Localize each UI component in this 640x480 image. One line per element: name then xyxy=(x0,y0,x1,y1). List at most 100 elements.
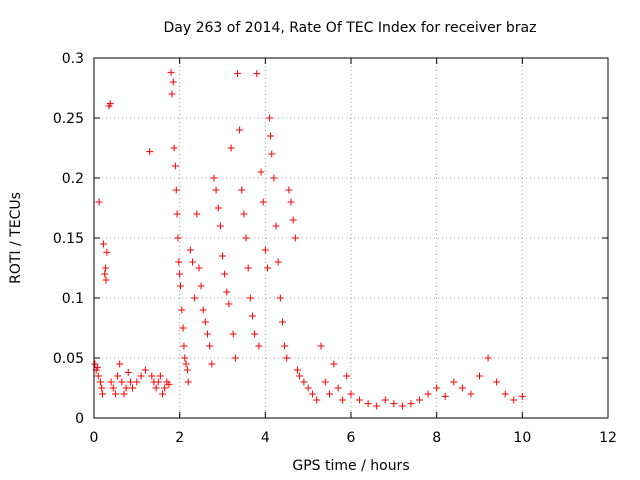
data-point xyxy=(467,390,475,398)
data-point xyxy=(300,378,308,386)
data-point xyxy=(146,148,154,156)
data-point xyxy=(441,392,449,400)
data-point xyxy=(208,360,216,368)
data-points xyxy=(91,68,526,410)
x-tick-label: 10 xyxy=(513,430,531,446)
data-point xyxy=(321,378,329,386)
data-point xyxy=(129,384,137,392)
data-point xyxy=(152,384,160,392)
data-point xyxy=(293,366,301,374)
data-point xyxy=(304,384,312,392)
data-point xyxy=(240,210,248,218)
data-point xyxy=(171,162,179,170)
data-point xyxy=(212,186,220,194)
data-point xyxy=(313,396,321,404)
data-point xyxy=(338,396,346,404)
data-point xyxy=(193,210,201,218)
y-tick-label: 0 xyxy=(75,411,84,427)
data-point xyxy=(91,360,99,368)
data-point xyxy=(111,390,119,398)
data-point xyxy=(272,222,280,230)
data-point xyxy=(103,248,111,256)
data-point xyxy=(510,396,518,404)
data-point xyxy=(206,342,214,350)
data-point xyxy=(238,186,246,194)
data-point xyxy=(274,258,282,266)
data-point xyxy=(501,390,509,398)
data-point xyxy=(257,168,265,176)
data-point xyxy=(186,246,194,254)
data-point xyxy=(259,198,267,206)
data-point xyxy=(326,390,334,398)
data-point xyxy=(176,270,184,278)
data-point xyxy=(195,264,203,272)
data-point xyxy=(180,342,188,350)
data-point xyxy=(281,342,289,350)
data-point xyxy=(94,372,102,380)
data-point xyxy=(330,360,338,368)
x-tick-label: 2 xyxy=(175,430,184,446)
data-point xyxy=(93,364,101,372)
data-point xyxy=(266,114,274,122)
data-point xyxy=(233,70,241,78)
data-point xyxy=(493,378,501,386)
data-point xyxy=(178,306,186,314)
data-point xyxy=(126,378,134,386)
data-point xyxy=(407,400,415,408)
data-point xyxy=(109,384,117,392)
data-point xyxy=(458,384,466,392)
data-point xyxy=(285,186,293,194)
data-point xyxy=(175,258,183,266)
axis-ticks: 0 2 4 6 8 10 12 0 0.05 0.1 0.15 0.2 0.25 0.3 xyxy=(53,51,617,446)
data-point xyxy=(173,210,181,218)
data-point xyxy=(261,246,269,254)
data-point xyxy=(116,360,124,368)
y-tick-label: 0.15 xyxy=(53,231,84,247)
data-point xyxy=(201,318,209,326)
data-point xyxy=(289,216,297,224)
data-point xyxy=(148,372,156,380)
data-point xyxy=(347,390,355,398)
y-tick-label: 0.25 xyxy=(53,111,84,127)
data-point xyxy=(141,366,149,374)
data-point xyxy=(255,342,263,350)
data-point xyxy=(244,264,252,272)
data-point xyxy=(219,252,226,260)
data-point xyxy=(291,234,299,242)
data-point xyxy=(120,390,128,398)
data-point xyxy=(278,318,286,326)
data-point xyxy=(106,100,114,108)
data-point xyxy=(317,342,325,350)
data-point xyxy=(95,198,103,206)
data-point xyxy=(210,174,218,182)
data-point xyxy=(276,294,284,302)
data-point xyxy=(450,378,458,386)
data-point xyxy=(204,330,212,338)
data-point xyxy=(214,204,222,212)
data-point xyxy=(283,354,291,362)
x-tick-label: 4 xyxy=(261,430,270,446)
data-point xyxy=(137,372,145,380)
data-point xyxy=(251,330,259,338)
data-point xyxy=(433,384,441,392)
data-point xyxy=(364,400,372,408)
data-point xyxy=(268,150,276,158)
data-point xyxy=(334,384,342,392)
data-point xyxy=(122,384,130,392)
data-point xyxy=(102,276,110,284)
data-point xyxy=(167,68,175,76)
data-point xyxy=(216,222,224,230)
data-point xyxy=(270,174,278,182)
data-point xyxy=(189,258,197,266)
data-point xyxy=(133,378,141,386)
data-point xyxy=(172,186,180,194)
data-point xyxy=(484,354,492,362)
data-point xyxy=(424,390,432,398)
data-point xyxy=(107,378,115,386)
data-point xyxy=(170,144,178,152)
data-point xyxy=(161,384,169,392)
x-axis-label: GPS time / hours xyxy=(292,458,409,474)
data-point xyxy=(98,384,106,392)
data-point xyxy=(223,288,231,296)
